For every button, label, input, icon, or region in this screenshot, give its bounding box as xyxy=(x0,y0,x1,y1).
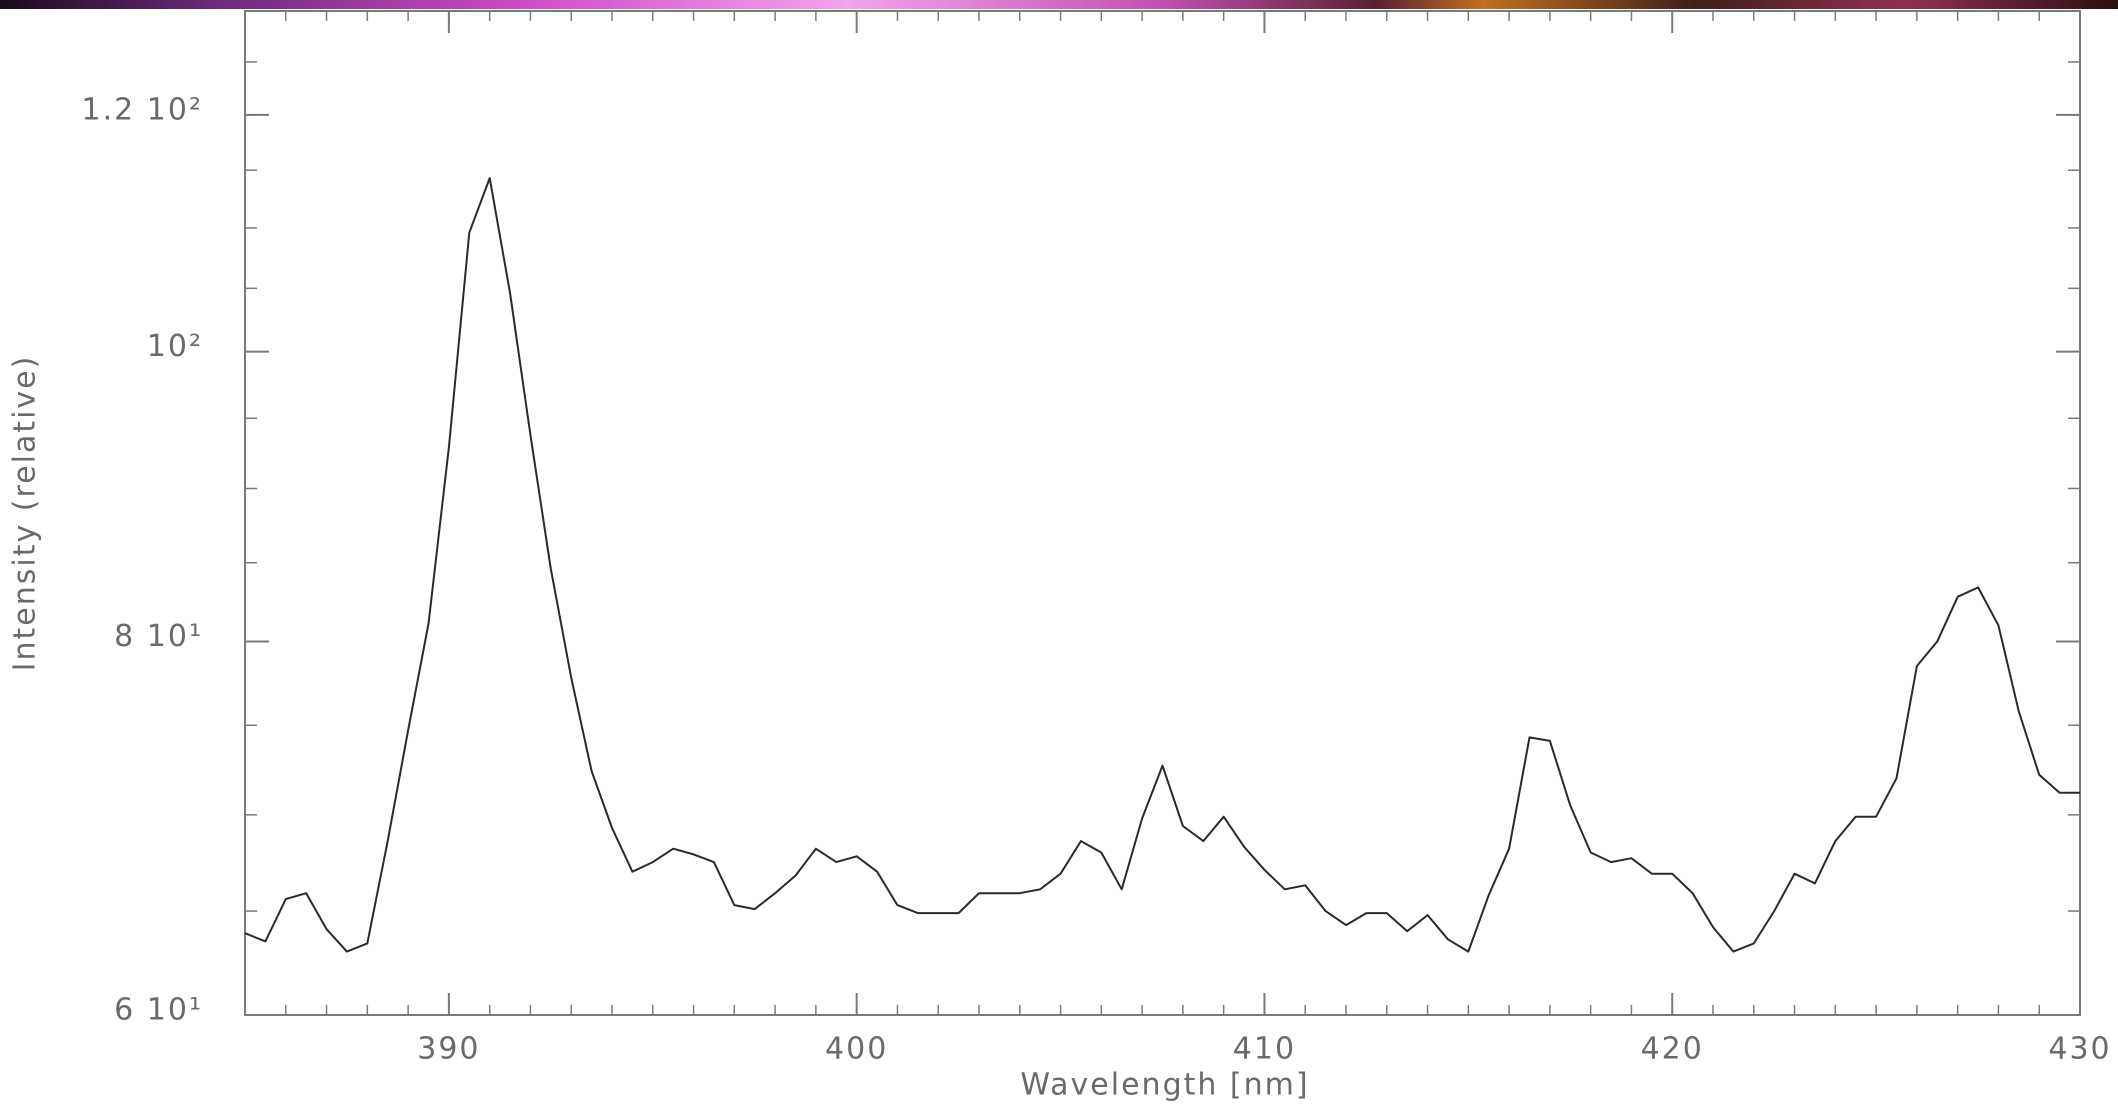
y-tick-label: 8 10¹ xyxy=(114,619,203,654)
plot-frame xyxy=(245,11,2080,1015)
x-tick-label: 390 xyxy=(417,1032,480,1067)
x-tick-label: 400 xyxy=(825,1032,888,1067)
chart: Wavelength [nm] Intensity (relative) 390… xyxy=(0,0,2118,1104)
spectrum-line xyxy=(245,178,2080,952)
top-image-strip xyxy=(0,0,2118,9)
x-tick-label: 420 xyxy=(1641,1032,1704,1067)
y-axis-label: Intensity (relative) xyxy=(8,355,43,672)
x-tick-label: 430 xyxy=(2048,1032,2111,1067)
y-tick-label: 10² xyxy=(147,329,203,364)
y-tick-label: 6 10¹ xyxy=(114,993,203,1028)
y-tick-label: 1.2 10² xyxy=(82,92,203,127)
page: {"chart_data": { "type": "line", "x_labe… xyxy=(0,0,2118,1104)
x-axis-label: Wavelength [nm] xyxy=(1020,1068,1309,1103)
x-tick-label: 410 xyxy=(1233,1032,1296,1067)
